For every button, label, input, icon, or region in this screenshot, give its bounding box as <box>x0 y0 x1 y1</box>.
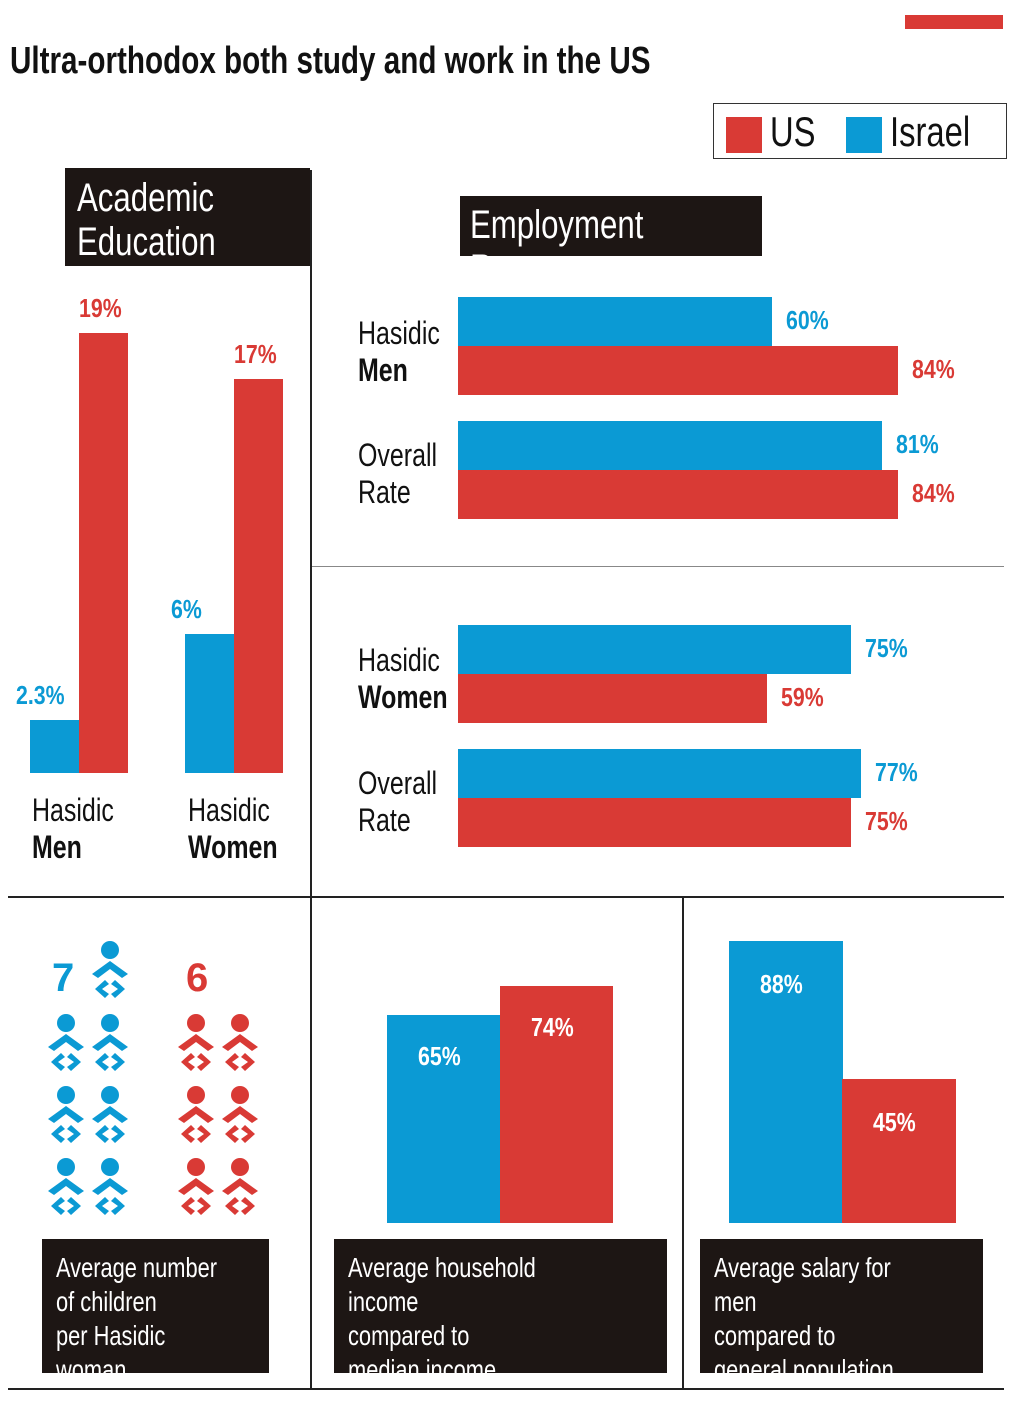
salary-label-israel: 88% <box>760 969 803 999</box>
employment-bar-israel-2 <box>458 625 851 674</box>
salary-caption-box: Average salary for men compared to gener… <box>700 1239 983 1385</box>
employment-label-us-1: 84% <box>912 478 955 508</box>
employment-label-us-2: 59% <box>781 682 824 712</box>
child-icon-israel-0 <box>92 941 128 998</box>
employment-heading: Employment Rate <box>470 203 644 291</box>
income-label-us: 74% <box>531 1012 574 1042</box>
academic-bar-us-1 <box>234 379 283 773</box>
employment-row-label-1: Overall Rate <box>358 437 437 511</box>
income-bar-israel <box>387 1014 500 1223</box>
employment-label-israel-1: 81% <box>896 429 939 459</box>
employment-bar-us-1 <box>458 470 898 519</box>
academic-heading: Academic Education <box>77 176 216 264</box>
legend-swatch-israel <box>846 117 882 153</box>
child-icon-us-4 <box>178 1158 214 1215</box>
children-caption-box: Average number of children per Hasidic w… <box>42 1239 269 1385</box>
child-icon-israel-6 <box>92 1158 128 1215</box>
salary-caption: Average salary for men compared to gener… <box>714 1252 894 1385</box>
academic-cat-women-line2: Women <box>188 829 278 865</box>
children-caption: Average number of children per Hasidic w… <box>56 1252 218 1385</box>
children-count-us: 6 <box>186 956 209 1000</box>
employment-heading-box: Employment Rate <box>460 196 762 291</box>
salary-bar-israel <box>729 941 843 1223</box>
employment-row1-line2: Rate <box>358 474 411 510</box>
employment-bar-israel-0 <box>458 297 773 346</box>
employment-row-label-3: Overall Rate <box>358 765 437 839</box>
legend: US Israel <box>713 103 1007 159</box>
employment-row0-line2: Men <box>358 352 408 388</box>
income-caption: Average household income compared to med… <box>348 1252 536 1385</box>
academic-bar-us-0 <box>79 333 128 773</box>
academic-label-israel-0: 2.3% <box>16 679 65 710</box>
academic-label-israel-1: 6% <box>171 594 202 625</box>
employment-bar-israel-1 <box>458 421 883 470</box>
child-icon-israel-2 <box>92 1014 128 1071</box>
employment-row3-line1: Overall <box>358 765 438 801</box>
academic-bar-israel-0 <box>30 719 79 773</box>
academic-label-us-0: 19% <box>79 293 122 323</box>
employment-label-us-0: 84% <box>912 354 955 384</box>
income-caption-box: Average household income compared to med… <box>334 1239 667 1385</box>
employment-row2-line1: Hasidic <box>358 642 440 678</box>
academic-cat-women-line1: Hasidic <box>188 792 270 828</box>
children-count-israel: 7 <box>52 956 75 1000</box>
top-accent-bar <box>905 15 1003 29</box>
child-icon-israel-5 <box>48 1158 84 1215</box>
child-icon-israel-4 <box>92 1086 128 1143</box>
employment-row0-line1: Hasidic <box>358 315 440 351</box>
legend-label-israel: Israel <box>890 108 971 155</box>
vertical-divider-left <box>310 170 312 1390</box>
salary-label-us: 45% <box>873 1106 916 1137</box>
horizontal-divider-bottom <box>8 1388 1004 1390</box>
employment-row3-line2: Rate <box>358 802 411 838</box>
employment-label-us-3: 75% <box>864 806 908 836</box>
child-icon-israel-1 <box>48 1014 84 1071</box>
income-bar-us <box>500 986 613 1223</box>
employment-bar-us-0 <box>458 346 898 395</box>
academic-heading-box: Academic Education <box>65 168 310 266</box>
child-icon-israel-3 <box>48 1086 84 1143</box>
child-icon-us-5 <box>222 1158 258 1215</box>
vertical-divider-right <box>682 897 684 1390</box>
employment-bar-us-3 <box>458 798 851 847</box>
salary-bar-us <box>842 1078 956 1223</box>
horizontal-divider-middle <box>8 896 1004 898</box>
legend-label-us: US <box>770 108 816 155</box>
academic-cat-men-line2: Men <box>32 829 82 865</box>
employment-row1-line1: Overall <box>358 437 438 473</box>
child-icon-us-2 <box>178 1086 214 1143</box>
academic-label-us-1: 17% <box>234 339 277 370</box>
employment-label-israel-2: 75% <box>864 633 908 663</box>
employment-row-label-2: Hasidic Women <box>358 642 448 716</box>
child-icon-us-0 <box>178 1014 214 1071</box>
employment-row-label-0: Hasidic Men <box>358 315 440 389</box>
legend-swatch-us <box>726 117 762 153</box>
employment-bar-israel-3 <box>458 749 862 798</box>
employment-divider <box>312 566 1004 567</box>
child-icon-us-1 <box>222 1014 258 1071</box>
employment-label-israel-3: 77% <box>875 757 919 787</box>
academic-bar-israel-1 <box>185 634 234 773</box>
income-label-israel: 65% <box>418 1040 461 1071</box>
academic-category-women: Hasidic Women <box>188 792 278 866</box>
employment-bar-us-2 <box>458 674 768 723</box>
child-icon-us-3 <box>222 1086 258 1143</box>
academic-category-men: Hasidic Men <box>32 792 114 866</box>
page-title: Ultra-orthodox both study and work in th… <box>10 40 651 82</box>
employment-row2-line2: Women <box>358 679 448 715</box>
academic-cat-men-line1: Hasidic <box>32 792 114 828</box>
employment-label-israel-0: 60% <box>786 305 829 335</box>
